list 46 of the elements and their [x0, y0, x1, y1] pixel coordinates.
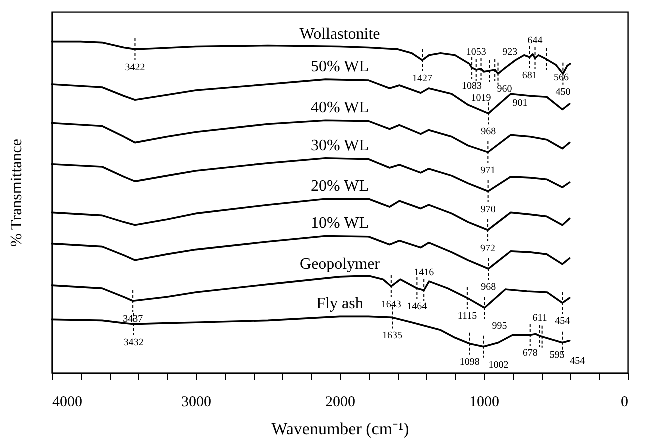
- series-label: 30% WL: [311, 137, 369, 154]
- annotation: 1635: [382, 330, 403, 342]
- annotation: 454: [555, 316, 570, 328]
- annotation: 611: [532, 313, 548, 324]
- annotation: 923: [502, 46, 518, 58]
- x-axis-title: Wavenumber (cm⁻¹): [272, 420, 410, 438]
- annotation: 1098: [460, 356, 480, 368]
- annotation: 644: [528, 35, 543, 46]
- annotation: 678: [522, 348, 538, 360]
- y-axis-title: % Transmittance: [8, 139, 26, 247]
- annotation: 454: [570, 356, 586, 367]
- annotation: 970: [480, 204, 496, 216]
- annotation: 595: [550, 350, 565, 361]
- annotation: 3437: [123, 314, 144, 326]
- x-tick-label: 4000: [52, 394, 82, 410]
- series-label: 50% WL: [311, 58, 369, 76]
- annotation: 1083: [462, 80, 482, 92]
- x-tick-label: 0: [621, 394, 628, 410]
- annotation: 1464: [407, 302, 428, 313]
- annotation: 1053: [466, 46, 486, 58]
- series-label: Fly ash: [316, 296, 364, 313]
- annotation: 1019: [471, 92, 492, 104]
- annotation: 1002: [488, 360, 509, 371]
- series-label: 20% WL: [311, 178, 369, 196]
- x-tick-label: 3000: [182, 394, 212, 410]
- annotation: 3422: [125, 62, 146, 74]
- annotation: 972: [480, 243, 496, 254]
- series-label: Wollastonite: [300, 26, 380, 43]
- series-label: Geopolymer: [300, 256, 381, 273]
- annotation: 1416: [414, 268, 434, 279]
- annotation: 901: [512, 98, 528, 109]
- annotation: 968: [481, 126, 496, 138]
- annotation: 1643: [381, 300, 402, 311]
- x-tick-label: 2000: [326, 394, 356, 410]
- annotation: 681: [522, 70, 538, 82]
- series-label: 10% WL: [311, 215, 369, 232]
- annotation: 968: [481, 282, 496, 294]
- annotation: 971: [480, 165, 496, 176]
- annotation: 3432: [124, 337, 144, 348]
- annotation: 1427: [412, 73, 433, 84]
- annotation: 995: [492, 321, 508, 332]
- series-label: 40% WL: [311, 100, 369, 117]
- x-tick-label: 1000: [470, 394, 500, 410]
- annotation: 960: [497, 84, 512, 95]
- annotation: 1115: [458, 311, 478, 322]
- annotation: 450: [556, 86, 571, 98]
